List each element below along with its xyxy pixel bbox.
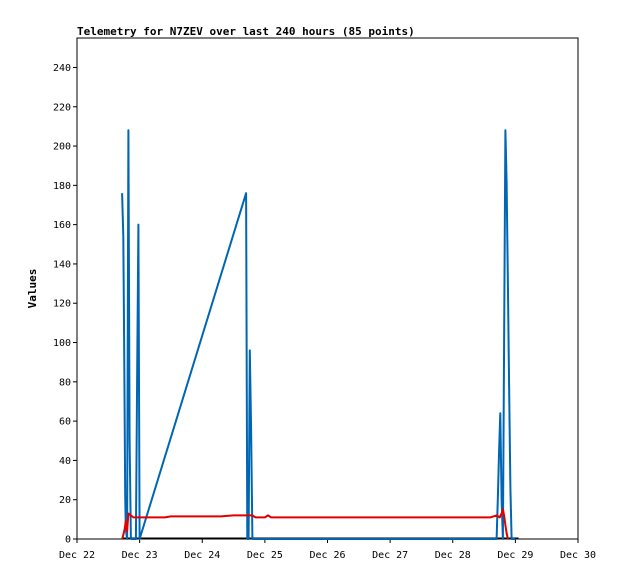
x-tick-label: Dec 30: [560, 550, 596, 561]
y-tick-label: 220: [53, 102, 71, 113]
y-axis-label: Values: [26, 269, 39, 309]
y-tick-label: 140: [53, 259, 71, 270]
y-tick-label: 200: [53, 142, 71, 153]
chart-title: Telemetry for N7ZEV over last 240 hours …: [77, 25, 415, 38]
y-axis: 0 20 40 60 80 100 120 140 160 180 200 220 240: [53, 63, 77, 546]
y-tick-label: 100: [53, 338, 71, 349]
x-axis: Dec 22 Dec 23 Dec 24 Dec 25 Dec 26 Dec 27 Dec …: [59, 539, 596, 561]
y-tick-label: 60: [59, 417, 71, 428]
x-tick-label: Dec 25: [247, 550, 283, 561]
y-tick-label: 20: [59, 495, 71, 506]
x-tick-label: Dec 24: [184, 550, 220, 561]
y-tick-label: 180: [53, 181, 71, 192]
x-tick-label: Dec 28: [435, 550, 471, 561]
plot-area: [76, 37, 579, 540]
y-tick-label: 40: [59, 456, 71, 467]
x-tick-label: Dec 22: [59, 550, 95, 561]
series-line-1: [121, 129, 516, 540]
x-tick-label: Dec 27: [372, 550, 408, 561]
x-tick-label: Dec 26: [309, 550, 345, 561]
y-tick-label: 80: [59, 377, 71, 388]
y-tick-label: 120: [53, 299, 71, 310]
y-tick-label: 160: [53, 220, 71, 231]
series-line-2: [121, 508, 509, 540]
series-layer: [121, 129, 519, 540]
x-tick-label: Dec 23: [122, 550, 158, 561]
y-tick-label: 0: [65, 535, 71, 546]
x-tick-label: Dec 29: [497, 550, 533, 561]
y-tick-label: 240: [53, 63, 71, 74]
